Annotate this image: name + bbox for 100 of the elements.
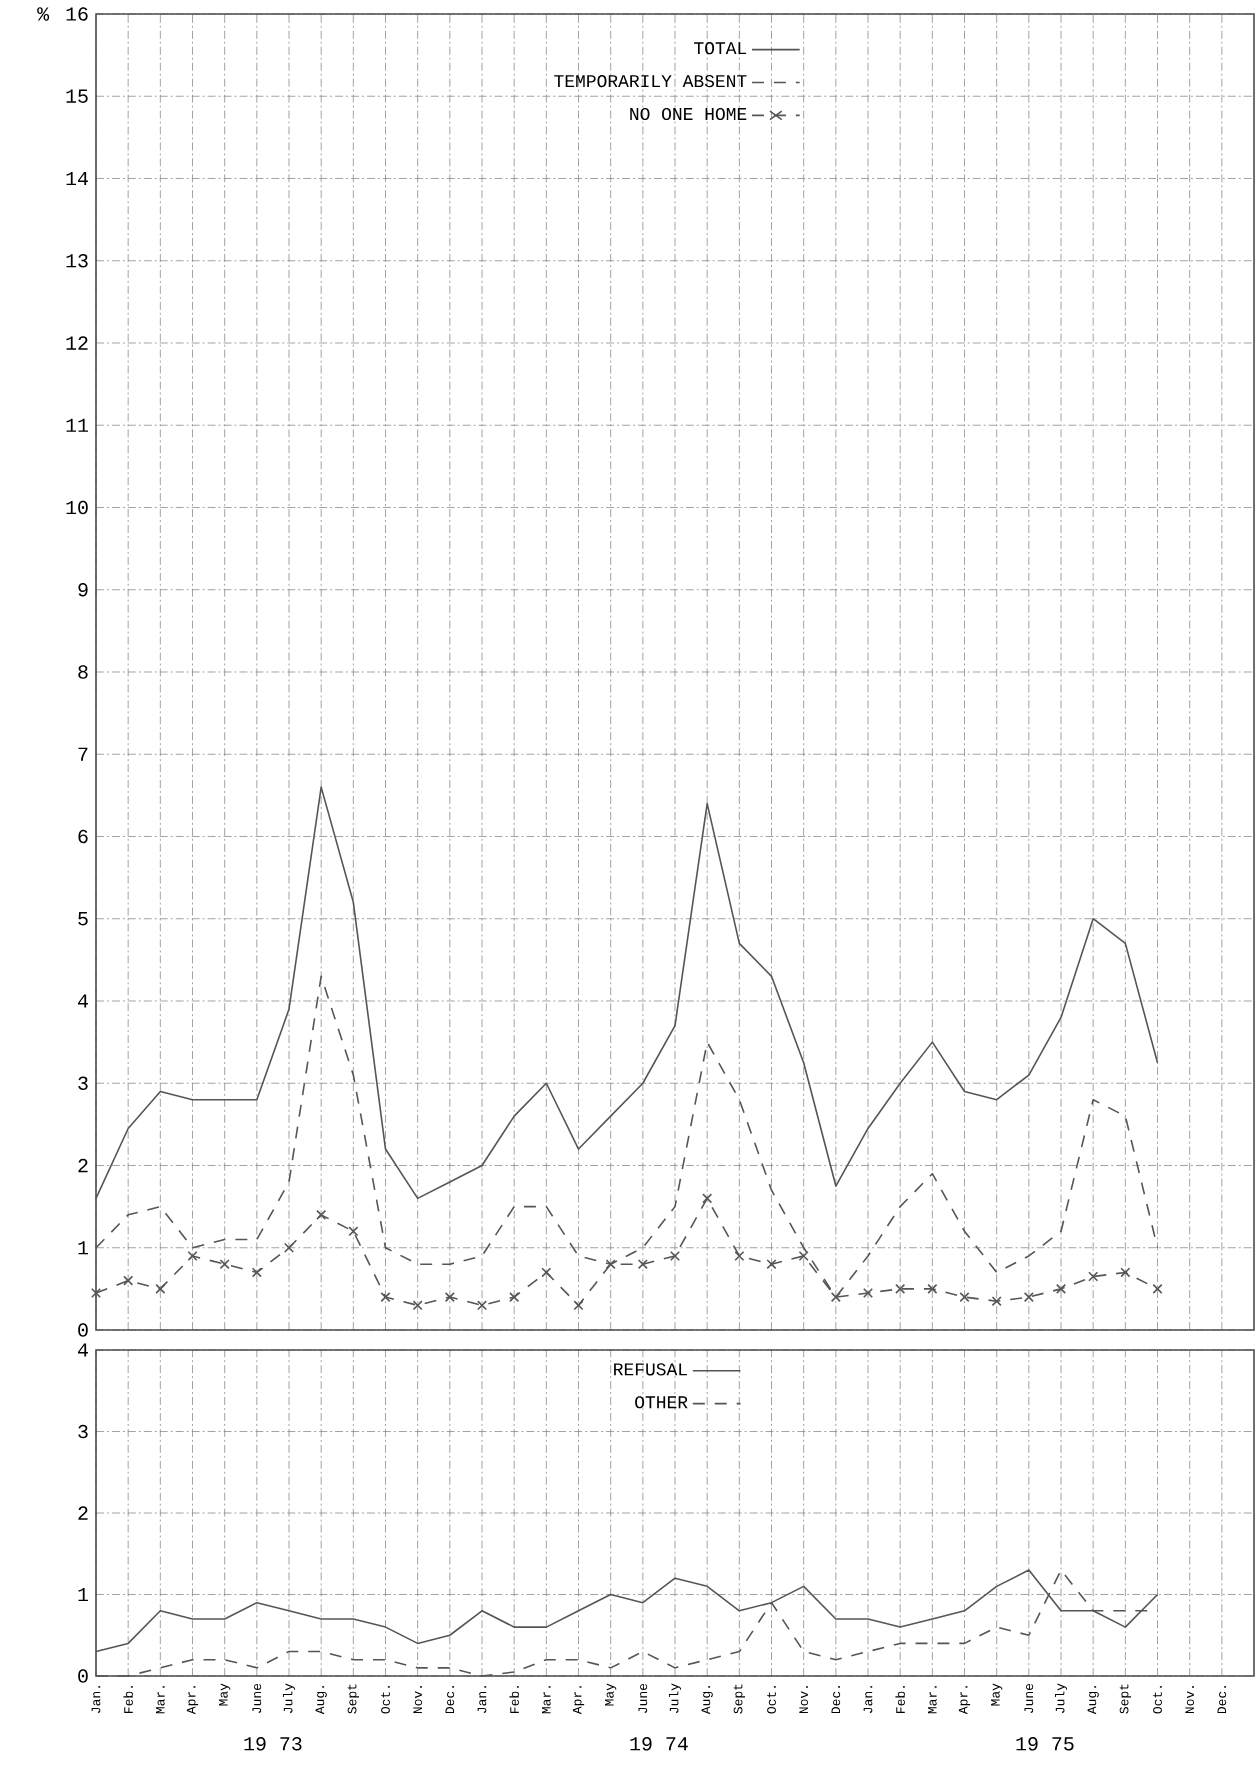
x-tick-label: Sept: [347, 1684, 360, 1714]
point: [573, 1300, 584, 1311]
x-tick-label: Oct.: [381, 1686, 390, 1714]
point: [444, 1292, 455, 1303]
x-tick-label: May: [219, 1683, 231, 1706]
point: [1152, 1283, 1163, 1294]
x-tick-label: Sept: [733, 1684, 746, 1714]
point: [90, 1287, 102, 1299]
x-tick-label: May: [605, 1683, 617, 1706]
legend-label: OTHER: [635, 1396, 688, 1409]
point: [155, 1283, 166, 1294]
y-tick-label: 10: [66, 500, 88, 515]
y-tick-label: 8: [78, 665, 88, 679]
y-tick-label: 0: [78, 1669, 88, 1683]
point: [766, 1259, 777, 1270]
x-tick-label: June: [252, 1683, 262, 1713]
point: [830, 1292, 841, 1303]
y-tick-label: 15: [66, 89, 88, 103]
point: [123, 1275, 134, 1286]
x-tick-label: July: [1054, 1683, 1068, 1713]
x-tick-label: July: [668, 1683, 682, 1713]
y-tick-label: 6: [78, 829, 88, 844]
x-tick-label: Jan.: [91, 1686, 101, 1713]
y-tick-label: 2: [78, 1158, 88, 1173]
x-tick-label: Mar.: [928, 1686, 937, 1714]
point: [283, 1242, 295, 1253]
legend-label: TEMPORARILY ABSENT: [554, 75, 747, 88]
x-tick-label: Mar.: [156, 1686, 165, 1714]
x-tick-label: Aug.: [1087, 1686, 1099, 1715]
y-tick-label: 11: [66, 418, 88, 432]
point: [669, 1250, 681, 1261]
point: [1055, 1283, 1067, 1294]
point: [1120, 1267, 1131, 1278]
y-tick-label: 1: [78, 1241, 88, 1255]
y-axis-title: %: [37, 7, 50, 21]
x-tick-label: Dec.: [831, 1686, 841, 1714]
point: [476, 1300, 488, 1311]
y-tick-label: 7: [78, 747, 88, 761]
x-tick-label: June: [1024, 1683, 1034, 1713]
point: [702, 1193, 713, 1204]
x-tick-label: Mar.: [542, 1686, 551, 1714]
x-tick-label: Feb.: [123, 1686, 133, 1713]
x-tick-label: Jan.: [863, 1686, 873, 1713]
point: [959, 1292, 970, 1303]
point: [219, 1259, 230, 1270]
x-tick-label: Feb.: [509, 1686, 519, 1713]
point: [541, 1267, 552, 1278]
point: [316, 1209, 327, 1220]
point: [991, 1296, 1002, 1307]
x-tick-label: Nov.: [799, 1686, 809, 1714]
x-tick-label: Aug.: [315, 1686, 327, 1715]
point: [895, 1283, 906, 1294]
point: [798, 1250, 809, 1261]
y-tick-label: 13: [66, 253, 88, 268]
point: [637, 1259, 648, 1270]
x-tick-label: May: [991, 1683, 1003, 1706]
x-tick-label: Apr.: [958, 1686, 971, 1715]
x-tick-label: Feb.: [895, 1686, 905, 1713]
legend-label: TOTAL: [694, 42, 747, 55]
point: [605, 1259, 616, 1270]
y-tick-label: 14: [66, 171, 88, 186]
y-tick-label: 2: [78, 1506, 88, 1520]
x-tick-label: June: [638, 1683, 648, 1713]
y-tick-label: 3: [78, 1424, 88, 1439]
y-tick-label: 4: [78, 1343, 88, 1357]
legend-label: REFUSAL: [614, 1363, 687, 1376]
y-tick-label: 9: [78, 582, 88, 597]
point: [509, 1292, 520, 1303]
x-tick-label: Apr.: [572, 1686, 585, 1715]
x-tick-label: Apr.: [186, 1686, 199, 1715]
point: [862, 1287, 874, 1299]
y-tick-label: 5: [78, 912, 88, 926]
x-tick-label: Sept: [1119, 1684, 1132, 1714]
point: [380, 1292, 391, 1303]
y-tick-label: 16: [66, 7, 88, 21]
point: [187, 1250, 198, 1261]
y-tick-label: 4: [78, 994, 88, 1008]
text: 19 74: [630, 1737, 688, 1751]
legend-label: NO ONE HOME: [630, 107, 747, 121]
x-tick-label: Aug.: [701, 1686, 713, 1715]
x-tick-label: Dec.: [445, 1686, 455, 1714]
point: [1023, 1292, 1034, 1303]
point: [348, 1226, 359, 1237]
point: [734, 1250, 745, 1261]
y-tick-label: 3: [78, 1076, 88, 1090]
x-tick-label: Nov.: [1185, 1686, 1195, 1714]
x-tick-label: Jan.: [477, 1686, 487, 1713]
y-tick-label: 12: [66, 336, 88, 350]
y-tick-label: 0: [78, 1323, 88, 1337]
text: 19 75: [1016, 1737, 1074, 1751]
x-tick-label: Nov.: [413, 1686, 422, 1714]
y-tick-label: 1: [78, 1587, 89, 1602]
x-tick-label: Dec.: [1217, 1686, 1227, 1714]
point: [927, 1283, 938, 1294]
x-tick-label: Oct.: [1153, 1686, 1162, 1714]
x-tick-label: Oct.: [767, 1686, 776, 1714]
x-tick-label: July: [282, 1683, 296, 1713]
point: [412, 1300, 423, 1311]
point: [1088, 1271, 1099, 1282]
point: [251, 1267, 262, 1278]
